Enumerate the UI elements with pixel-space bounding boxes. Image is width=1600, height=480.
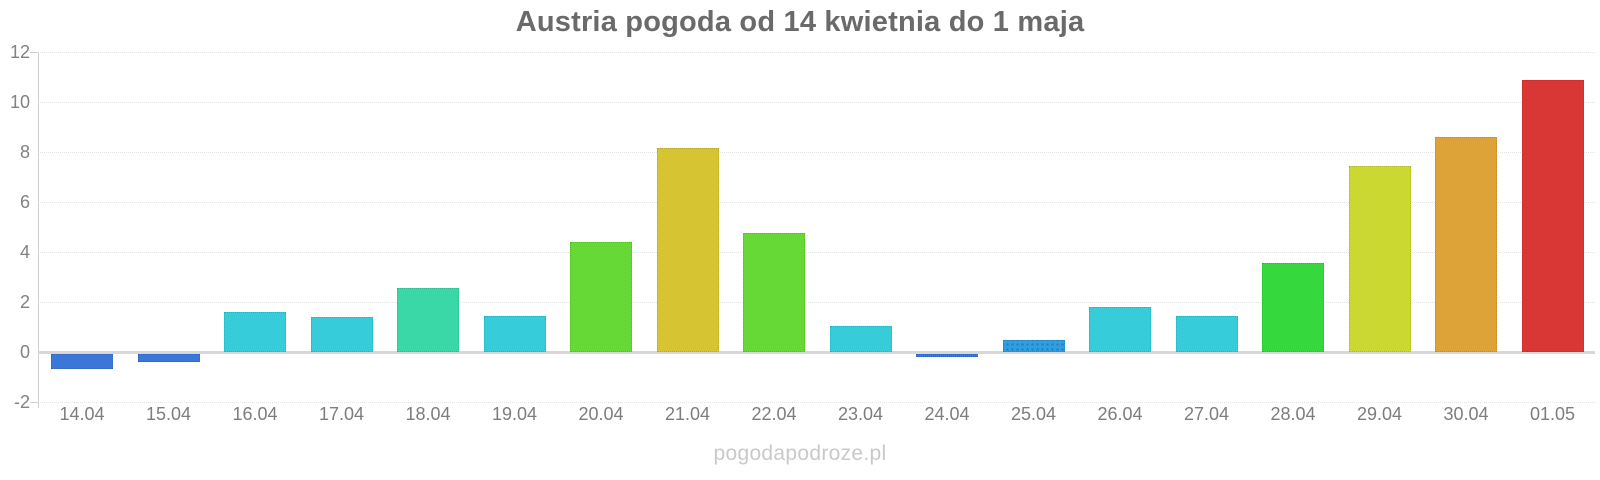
gridline [38,102,1595,103]
bar-14.04[interactable] [51,354,113,369]
x-axis-tick-label: 17.04 [318,404,365,424]
y-axis-tick-label: 2 [19,292,30,312]
y-axis-end-tick [30,402,38,403]
gridline [38,152,1595,153]
y-axis-tick-label: 10 [9,92,30,112]
bar-24.04[interactable] [916,354,978,357]
x-axis-tick-label: 25.04 [1010,404,1057,424]
x-axis-tick-label: 18.04 [405,404,451,424]
bar-20.04[interactable] [570,242,632,352]
x-axis-tick-label: 16.04 [232,404,278,424]
bar-23.04[interactable] [829,325,892,352]
y-axis-tick-label: 0 [19,342,30,362]
bar-28.04[interactable] [1262,263,1324,352]
gridline [38,202,1595,203]
gridline [38,252,1595,253]
x-axis-tick-label: 23.04 [837,404,884,424]
bar-15.04[interactable] [137,354,200,362]
x-axis-tick-label: 24.04 [924,404,970,424]
zero-axis-line [38,351,1595,354]
watermark: pogodapodroze.pl [713,442,887,465]
x-axis-tick-label: 15.04 [145,404,192,424]
bar-19.04[interactable] [483,315,546,352]
x-axis-tick-label: 28.04 [1270,404,1316,424]
bar-29.04[interactable] [1348,165,1411,352]
bar-18.04[interactable] [397,288,459,352]
bar-01.05[interactable] [1521,79,1584,352]
gridline [38,402,1595,403]
y-axis-tick-label: 4 [19,242,30,262]
bar-21.04[interactable] [656,148,719,352]
y-axis-tick-label: 12 [9,42,30,62]
x-axis-tick-label: 29.04 [1356,404,1403,424]
y-axis-tick-label: -2 [13,392,30,412]
x-axis-tick-label: 27.04 [1183,404,1230,424]
x-axis-tick-label: 21.04 [664,404,711,424]
bar-25.04[interactable] [1002,339,1065,352]
plot-area [38,52,1595,403]
x-axis-tick-label: 19.04 [491,404,538,424]
x-axis-tick-label: 14.04 [59,404,105,424]
gridline [38,302,1595,303]
x-axis-tick-label: 30.04 [1443,404,1489,424]
bar-30.04[interactable] [1435,137,1497,352]
bar-26.04[interactable] [1089,307,1151,352]
bar-17.04[interactable] [310,317,373,352]
y-axis-end-tick [30,52,38,53]
bar-16.04[interactable] [224,312,286,352]
y-axis-tick-label: 6 [19,192,30,212]
chart-title: Austria pogoda od 14 kwietnia do 1 maja [515,6,1085,38]
y-axis-line [38,52,39,408]
bar-22.04[interactable] [743,233,805,352]
gridline [38,52,1595,53]
x-axis-tick-label: 01.05 [1529,404,1576,424]
x-axis-tick-label: 20.04 [578,404,624,424]
y-axis-tick-label: 8 [19,142,30,162]
x-axis-tick-label: 22.04 [751,404,797,424]
x-axis-tick-label: 26.04 [1097,404,1143,424]
bar-27.04[interactable] [1175,315,1238,352]
